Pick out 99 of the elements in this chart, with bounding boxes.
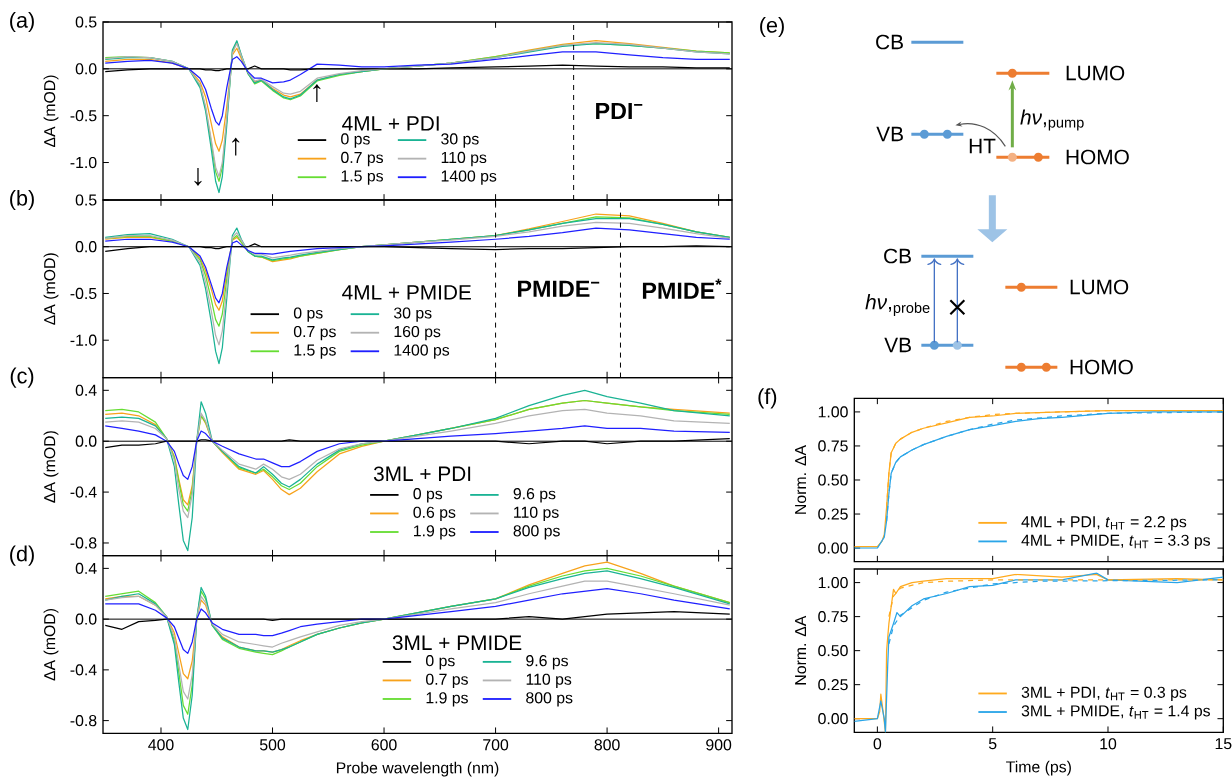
annotation: ↓ xyxy=(194,167,202,186)
legend-label: 9.6 ps xyxy=(526,655,569,670)
ref-line-label: PMIDE$^{−}$ xyxy=(518,280,600,297)
y-axis-title: ΔA (mOD) xyxy=(43,75,59,148)
x-tick-label: 600 xyxy=(371,739,397,751)
legend-label: 1.9 ps xyxy=(426,692,468,707)
legend-label: 4ML + PMIDE, t$_{HT}$ = 3.3 ps xyxy=(1021,534,1210,549)
y-tick-label: -0.5 xyxy=(70,287,97,300)
annotation: ↑ xyxy=(313,84,321,103)
x-tick-label: 15 xyxy=(1215,738,1232,750)
y-tick-label: 0.25 xyxy=(818,508,848,520)
y-tick-label: -0.4 xyxy=(70,486,97,498)
y-tick-label: -1.0 xyxy=(70,334,97,346)
y-tick-label: 0.0 xyxy=(75,613,97,625)
annotation: ↑ xyxy=(232,137,240,156)
legend-label: 0 ps xyxy=(341,133,370,148)
legend-label: 4ML + PDI, t$_{HT}$ = 2.2 ps xyxy=(1021,516,1187,531)
x-tick-label: 700 xyxy=(483,739,509,751)
x-tick-label: 10 xyxy=(1100,738,1117,750)
legend-label: 110 ps xyxy=(514,506,559,522)
y-axis-title: ΔA (mOD) xyxy=(43,608,59,681)
ref-line-label: PMIDE$^{*}$ xyxy=(642,278,722,299)
text: HT xyxy=(969,138,996,154)
legend-title: 4ML + PMIDE xyxy=(342,285,471,300)
y-tick-label: -0.8 xyxy=(70,537,97,549)
y-axis-title: ΔA (mOD) xyxy=(43,431,59,503)
y-tick-label: -1.0 xyxy=(70,156,97,169)
legend-label: 110 ps xyxy=(441,151,487,167)
y-tick-label: 1.00 xyxy=(818,406,848,418)
ref-line-label: PDI$^{−}$ xyxy=(596,102,643,120)
y-tick-label: 0.4 xyxy=(75,384,97,396)
y-tick-label: 0.00 xyxy=(818,713,848,725)
x-tick-label: 800 xyxy=(594,739,620,751)
legend-label: 1.5 ps xyxy=(294,344,336,359)
legend-label: 30 ps xyxy=(441,133,479,148)
text: (e) xyxy=(760,16,784,38)
legend-label: 0.7 ps xyxy=(341,151,384,167)
chart-title: (b) xyxy=(10,189,34,211)
x-axis-title: Time (ps) xyxy=(1006,760,1071,776)
chart-title: (f) xyxy=(758,388,777,409)
y-tick-label: 0.75 xyxy=(818,611,848,623)
y-axis-title: Norm. ΔA xyxy=(795,615,807,685)
x-tick-label: 400 xyxy=(148,739,174,751)
legend-label: 1.9 ps xyxy=(414,525,456,540)
legend-label: 1400 ps xyxy=(394,344,450,359)
y-tick-label: 0.75 xyxy=(818,440,848,452)
text: HOMO xyxy=(1066,149,1129,165)
legend-label: 800 ps xyxy=(526,692,573,707)
chart-title: (c) xyxy=(10,367,34,388)
y-tick-label: -0.4 xyxy=(70,664,97,676)
y-tick-label: 0.50 xyxy=(818,474,848,486)
y-tick-label: 0.0 xyxy=(75,435,97,447)
text: hν,$_{probe}$ xyxy=(865,294,930,316)
x-axis-title: Probe wavelength (nm) xyxy=(336,761,499,777)
text: CB xyxy=(876,34,903,50)
legend-label: 0 ps xyxy=(413,488,443,503)
legend-title: 4ML + PDI xyxy=(342,116,439,131)
legend-label: 0.7 ps xyxy=(426,673,468,688)
legend-label: 0.6 ps xyxy=(413,506,456,522)
x-tick-label: 900 xyxy=(706,739,732,751)
legend-title: 3ML + PDI xyxy=(373,466,471,482)
legend-label: 800 ps xyxy=(513,525,560,540)
y-tick-label: 0.00 xyxy=(818,542,848,554)
y-tick-label: 0.0 xyxy=(75,63,97,75)
legend-label: 1400 ps xyxy=(441,170,497,185)
y-tick-label: 0.25 xyxy=(818,679,848,691)
text: HOMO xyxy=(1070,359,1133,375)
legend-label: 0.7 ps xyxy=(293,325,336,341)
y-tick-label: -0.5 xyxy=(70,110,97,122)
text: LUMO xyxy=(1070,279,1129,295)
text: VB xyxy=(884,337,911,353)
y-axis-title: ΔA (mOD) xyxy=(43,253,59,325)
legend-label: 9.6 ps xyxy=(513,488,556,503)
x-tick-label: 0 xyxy=(873,738,882,750)
x-tick-label: 5 xyxy=(988,738,997,750)
text: CB xyxy=(884,248,911,264)
chart-title: (d) xyxy=(10,545,34,566)
legend-label: 0 ps xyxy=(293,307,323,322)
y-tick-label: -0.8 xyxy=(70,715,97,727)
legend-label: 1.5 ps xyxy=(341,170,384,185)
y-axis-title: Norm. ΔA xyxy=(795,444,807,514)
x-tick-label: 500 xyxy=(259,739,286,751)
y-tick-label: 0.5 xyxy=(75,194,97,206)
legend-label: 0 ps xyxy=(426,655,455,670)
y-tick-label: 0.0 xyxy=(75,241,97,253)
legend-label: 110 ps xyxy=(526,673,572,688)
text: VB xyxy=(876,126,903,142)
y-tick-label: 1.00 xyxy=(818,577,848,589)
text: hν,$_{pump}$ xyxy=(1020,109,1084,131)
legend-label: 3ML + PMIDE, t$_{HT}$ = 1.4 ps xyxy=(1021,705,1210,720)
text: LUMO xyxy=(1066,65,1125,81)
legend-label: 30 ps xyxy=(393,307,432,322)
legend-title: 3ML + PMIDE xyxy=(392,635,522,651)
y-tick-label: 0.50 xyxy=(818,645,848,657)
legend-label: 160 ps xyxy=(394,325,441,341)
y-tick-label: 0.4 xyxy=(75,562,97,574)
y-tick-label: 0.5 xyxy=(75,16,97,28)
chart-title: (a) xyxy=(10,11,34,33)
legend-label: 3ML + PDI, t$_{HT}$ = 0.3 ps xyxy=(1021,686,1187,702)
